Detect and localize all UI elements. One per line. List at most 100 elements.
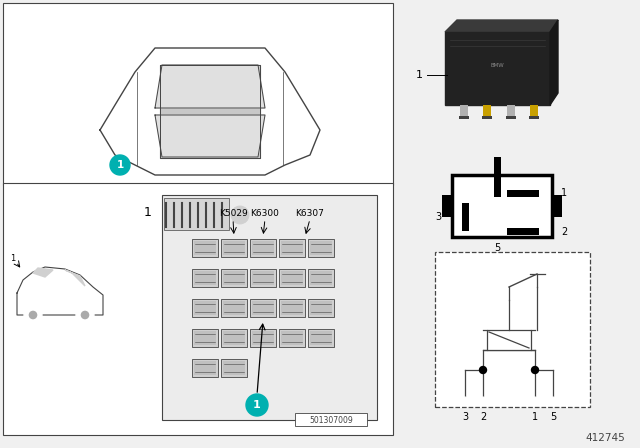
Bar [192,269,218,287]
Bar [194,241,216,255]
Bar [529,116,539,119]
Bar [162,195,377,420]
Bar [164,198,229,230]
Polygon shape [550,20,558,105]
Circle shape [479,366,486,374]
Bar [223,331,245,345]
Bar [281,241,303,255]
Bar [452,175,552,237]
Bar [221,269,247,287]
Circle shape [462,397,468,403]
Bar [482,116,492,119]
Bar [252,241,274,255]
Text: 3: 3 [435,212,441,222]
Text: 1: 1 [532,412,538,422]
Bar [281,331,303,345]
Bar [252,271,274,285]
Bar [221,329,247,347]
Bar [194,361,216,375]
Bar [223,301,245,315]
Bar [310,301,332,315]
Text: 1: 1 [253,400,261,410]
Text: 5: 5 [550,412,556,422]
Text: 3: 3 [462,412,468,422]
Circle shape [110,155,130,175]
Text: 412745: 412745 [585,433,625,443]
Bar [308,239,334,257]
Text: K6300: K6300 [251,209,280,218]
Text: K5029: K5029 [219,209,248,218]
Bar [460,105,468,117]
Bar [252,301,274,315]
Circle shape [531,366,538,374]
Bar [252,331,274,345]
Polygon shape [33,268,53,277]
Bar [295,413,367,426]
Text: 1: 1 [144,206,152,219]
Bar [279,269,305,287]
Circle shape [29,311,36,319]
Bar [279,239,305,257]
Bar [552,195,562,217]
Bar [459,116,469,119]
Circle shape [550,397,556,403]
Text: 2: 2 [480,412,486,422]
Polygon shape [65,270,85,286]
Bar [507,228,539,235]
Polygon shape [160,65,260,158]
Bar [310,331,332,345]
Bar [223,271,245,285]
Bar [192,239,218,257]
Bar [221,239,247,257]
Bar [281,301,303,315]
Circle shape [24,306,42,324]
Bar [483,105,491,117]
Circle shape [480,397,486,403]
Bar [530,105,538,117]
Polygon shape [445,32,550,105]
Bar [507,105,515,117]
Bar [506,116,516,119]
Circle shape [6,251,20,265]
Bar [250,269,276,287]
Bar [308,329,334,347]
Bar [192,299,218,317]
Circle shape [76,306,94,324]
Bar [308,269,334,287]
Bar [442,195,452,217]
Bar [310,271,332,285]
Bar [194,301,216,315]
Bar [221,359,247,377]
Bar [221,299,247,317]
Bar [223,361,245,375]
Text: K6307: K6307 [296,209,324,218]
Circle shape [137,201,159,223]
Bar [435,252,590,407]
Bar [3,3,393,185]
Text: 1: 1 [561,188,567,198]
Bar [250,299,276,317]
Bar [494,157,501,197]
Polygon shape [155,65,265,108]
Text: BMW: BMW [490,63,504,68]
Circle shape [231,206,249,224]
Bar [194,271,216,285]
Circle shape [532,397,538,403]
Polygon shape [100,48,320,175]
Bar [308,299,334,317]
Bar [250,239,276,257]
Text: 1: 1 [116,160,124,170]
Bar [3,183,393,435]
Circle shape [246,394,268,416]
Polygon shape [155,115,265,157]
Bar [281,271,303,285]
Bar [223,241,245,255]
Text: 5: 5 [494,243,500,253]
Bar [279,299,305,317]
Text: 2: 2 [561,227,567,237]
Bar [507,190,539,197]
Text: 501307009: 501307009 [309,415,353,425]
Polygon shape [445,20,558,32]
Bar [250,329,276,347]
Text: 1: 1 [10,254,15,263]
